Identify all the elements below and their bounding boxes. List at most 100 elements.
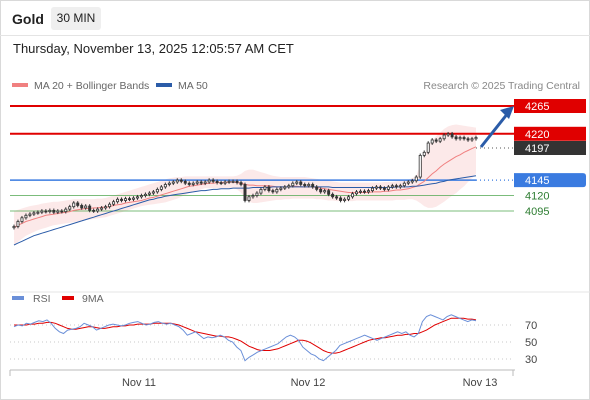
candle-body [211,179,215,182]
rsi-tick-label: 30 [525,354,537,366]
candle-body [347,196,351,200]
levels-layer [10,105,514,212]
candle-body [366,190,370,193]
candle-body [315,186,319,190]
rsi-tick-label: 50 [525,337,537,349]
last-price-tag [514,141,586,155]
candle-body [219,182,223,184]
candle-body [267,186,271,192]
candle-body [187,182,191,185]
pivot-tag-label: 4145 [525,175,549,187]
rsi-ma-legend-swatch [62,296,74,300]
candle-body [359,190,362,193]
candle-body [466,138,470,141]
candle-body [135,196,139,199]
forecast-arrow-layer [479,106,514,148]
x-tick-label: Nov 13 [463,377,498,389]
rsi-legend-swatch [12,296,24,300]
instrument-title: Gold [12,11,44,27]
candle-body [20,217,24,222]
candle-body [84,205,88,209]
candle-body [243,184,247,201]
candle-body [442,134,446,140]
candle-body [147,192,151,195]
candle-body [279,187,283,190]
candle-body [175,179,179,183]
candle-body [390,185,394,188]
candle-body [151,191,155,194]
ma50-swatch [156,83,172,88]
forecast-arrow-shaft [479,112,510,148]
candle-body [414,176,418,182]
candle-body [32,212,36,215]
candle-body [247,196,251,201]
candle-body [370,187,374,192]
candle-body [16,221,20,227]
candle-body [303,184,307,187]
candle-body [227,180,231,183]
candle-body [339,197,343,201]
candle-body [215,180,219,183]
candle-body [28,213,32,216]
legend-item-ma20: MA 20 + Bollinger Bands [12,80,149,92]
last-price-tag-label: 4197 [525,143,549,155]
candle-body [311,184,315,188]
candle-body [128,198,131,201]
support-level-label: 4120 [525,191,549,203]
candle-body [331,193,335,198]
resistance-tag [514,126,586,141]
candle-body [96,208,100,212]
candle-body [426,142,430,153]
candle-body [159,186,163,190]
resistance-tag-label: 4220 [525,129,549,141]
candle-body [327,190,331,195]
candle-body [195,181,199,184]
candle-body [203,181,207,184]
candle-body [48,209,52,213]
candle-body [199,181,203,184]
candle-body [374,186,378,189]
candle-body [68,206,72,210]
candle-body [207,179,211,183]
candle-body [422,151,426,156]
candle-body [235,180,239,183]
candle-body [92,209,96,212]
candle-body [231,180,235,183]
candle-body [163,184,167,188]
candle-body [12,226,16,229]
timeframe-badge[interactable]: 30 MIN [51,7,101,30]
candle-body [438,138,442,142]
candle-body [40,210,44,213]
candle-body [355,191,359,195]
candle-body [171,181,175,184]
candle-body [155,188,159,193]
candle-body [36,211,40,214]
candle-body [76,202,80,206]
candle-body [458,137,462,140]
forecast-arrow-head [500,106,514,119]
candle-body [88,205,92,211]
candle-body [406,181,410,184]
candle-body [319,188,323,193]
candle-body [410,180,414,183]
candle-body [116,198,120,203]
candle-body [104,206,108,209]
candle-body [259,188,263,194]
candle-body [434,139,438,142]
candle-body [24,214,28,219]
level-labels-layer: 4265 4220 4197 4145 4120 4095 [514,99,586,218]
resistance-tag-label: 4265 [525,101,549,113]
candle-body [283,186,287,189]
candle-body [386,186,390,190]
rsi-legend-label: RSI [33,293,51,305]
candle-body [72,202,76,208]
candle-body [362,190,366,193]
rsi-line [13,314,477,362]
candle-body [295,181,299,184]
candle-body [307,184,311,187]
datetime-label: Thursday, November 13, 2025 12:05:57 AM … [13,41,294,56]
candle-body [335,196,339,199]
candle-body [60,210,64,213]
candle-body [351,193,355,198]
